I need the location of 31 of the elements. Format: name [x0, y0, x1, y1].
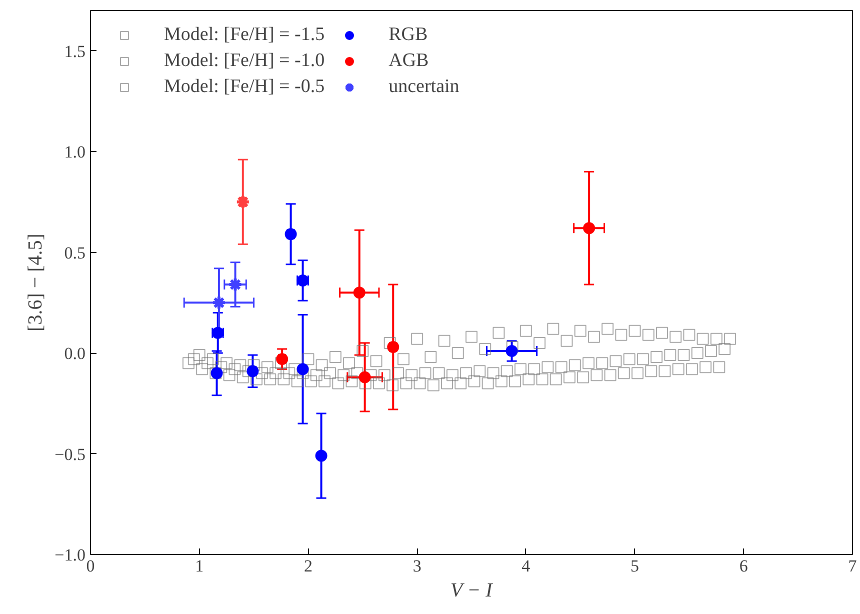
point	[506, 345, 518, 357]
x-tick-label: 2	[304, 556, 312, 576]
legend-label: Model: [Fe/H] = -0.5	[164, 76, 325, 98]
point	[296, 363, 309, 376]
point	[211, 295, 226, 310]
y-tick-label: −1.0	[54, 546, 86, 564]
legend-label: Model: [Fe/H] = -1.5	[164, 24, 325, 46]
x-tick-label: 6	[739, 556, 748, 576]
point	[315, 450, 328, 462]
y-tick-label: 1.0	[64, 142, 86, 162]
x-tick-label: 3	[412, 556, 422, 576]
x-tick-label: 7	[848, 556, 858, 576]
x-axis-title: V − I	[450, 580, 494, 602]
y-axis-title: [3.6] − [4.5]	[24, 234, 47, 332]
point	[583, 222, 596, 234]
x-tick-label: 5	[630, 556, 640, 576]
point	[358, 371, 371, 384]
x-tick-label: 1	[195, 556, 204, 576]
y-tick-label: 0.0	[64, 344, 86, 364]
legend-label: Model: [Fe/H] = -1.0	[164, 50, 325, 72]
legend-label: AGB	[388, 50, 429, 72]
legend-label: RGB	[388, 24, 428, 46]
y-tick-label: −0.5	[54, 444, 86, 464]
point	[235, 194, 250, 210]
x-tick-label: 4	[522, 556, 531, 576]
legend-label: uncertain	[388, 76, 460, 98]
y-tick-label: 0.5	[64, 243, 86, 262]
point	[228, 277, 243, 292]
x-tick-label: 0	[86, 556, 95, 576]
y-tick-label: 1.5	[64, 42, 86, 61]
point	[353, 286, 366, 299]
